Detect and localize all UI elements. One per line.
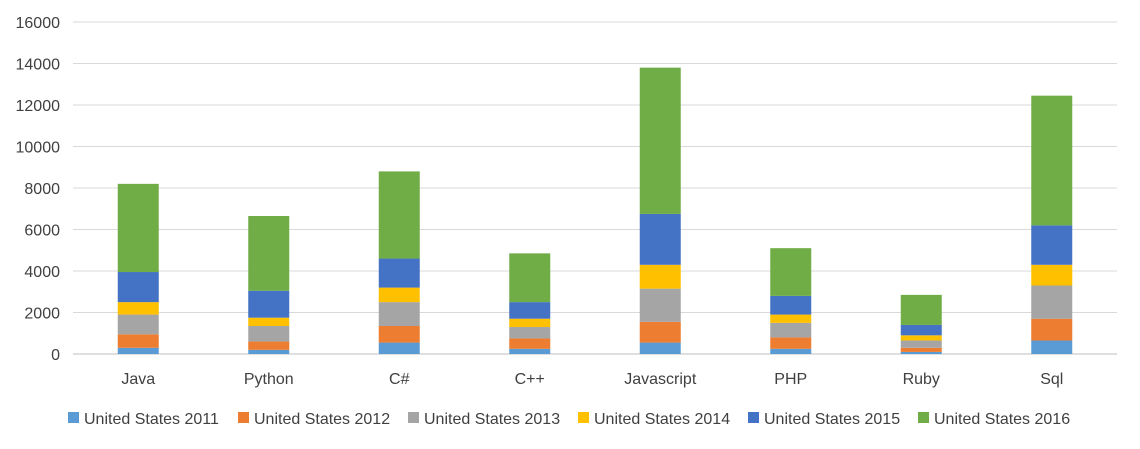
bar-segment — [117, 347, 159, 354]
x-axis-ticks: Java Python C# C++ Javascript PHP Ruby Sql — [121, 371, 1063, 388]
bar-segment — [248, 341, 290, 350]
bar-segment — [117, 272, 159, 303]
bar-segment — [770, 348, 812, 354]
x-tick-label: PHP — [774, 371, 807, 388]
bar-segment — [248, 325, 290, 342]
bar-segment — [639, 288, 681, 322]
bar-segment — [639, 67, 681, 214]
bar-segment — [509, 327, 551, 339]
x-tick-label: Ruby — [903, 371, 940, 388]
legend-label: United States 2016 — [934, 411, 1070, 428]
bar-segment — [900, 294, 942, 325]
bar-segment — [1031, 285, 1073, 319]
bar-segment — [248, 349, 290, 354]
bar-segment — [639, 264, 681, 289]
bar-segment — [378, 258, 420, 288]
bar-segment — [1031, 340, 1073, 354]
x-tick-label: Javascript — [624, 371, 697, 388]
y-tick-label: 0 — [51, 347, 60, 364]
legend-label: United States 2014 — [594, 411, 730, 428]
y-tick-label: 4000 — [24, 264, 60, 281]
x-tick-label: Java — [121, 371, 155, 388]
x-tick-label: C# — [389, 371, 410, 388]
bar-segment — [117, 334, 159, 348]
bar-segment — [378, 342, 420, 354]
bar-segment — [509, 253, 551, 303]
bar-segment — [509, 318, 551, 328]
legend-swatch — [68, 412, 79, 423]
bars — [117, 67, 1073, 354]
bar-segment — [770, 337, 812, 349]
legend-label: United States 2012 — [254, 411, 390, 428]
bar-segment — [639, 213, 681, 265]
bar-segment — [117, 314, 159, 335]
legend-swatch — [748, 412, 759, 423]
bar-segment — [248, 290, 290, 318]
gridlines — [73, 21, 1117, 355]
bar-segment — [509, 338, 551, 349]
bar-segment — [900, 347, 942, 352]
y-tick-label: 6000 — [24, 223, 60, 240]
y-tick-label: 8000 — [24, 181, 60, 198]
bar-segment — [900, 335, 942, 341]
legend-label: United States 2013 — [424, 411, 560, 428]
legend-swatch — [578, 412, 589, 423]
bar-segment — [770, 248, 812, 296]
bar-segment — [378, 325, 420, 343]
y-tick-label: 12000 — [16, 98, 61, 115]
x-tick-label: C++ — [515, 371, 545, 388]
bar-segment — [1031, 264, 1073, 286]
bar-segment — [1031, 225, 1073, 265]
y-tick-label: 14000 — [16, 57, 61, 74]
legend: United States 2011 United States 2012 Unit… — [68, 411, 1070, 428]
bar-segment — [639, 321, 681, 343]
bar-segment — [1031, 95, 1073, 226]
bar-segment — [509, 348, 551, 354]
legend-swatch — [238, 412, 249, 423]
x-tick-label: Sql — [1040, 371, 1063, 388]
legend-label: United States 2011 — [84, 411, 219, 428]
y-tick-label: 16000 — [16, 15, 61, 32]
y-tick-label: 10000 — [16, 140, 61, 157]
legend-swatch — [918, 412, 929, 423]
bar-segment — [378, 171, 420, 259]
y-tick-label: 2000 — [24, 306, 60, 323]
legend-swatch — [408, 412, 419, 423]
bar-segment — [117, 183, 159, 273]
bar-segment — [770, 314, 812, 323]
bar-segment — [900, 340, 942, 348]
bar-segment — [900, 324, 942, 336]
bar-segment — [1031, 318, 1073, 341]
bar-segment — [770, 295, 812, 315]
bar-segment — [117, 302, 159, 315]
bar-segment — [639, 342, 681, 354]
bar-segment — [378, 302, 420, 326]
y-axis-ticks: 0 2000 4000 6000 8000 10000 12000 14000 16000 — [16, 15, 61, 364]
x-tick-label: Python — [244, 371, 294, 388]
bar-segment — [900, 351, 942, 354]
bar-segment — [248, 317, 290, 326]
legend-label: United States 2015 — [764, 411, 900, 428]
bar-segment — [248, 216, 290, 291]
bar-segment — [378, 287, 420, 303]
bar-segment — [770, 322, 812, 338]
bar-segment — [509, 302, 551, 319]
